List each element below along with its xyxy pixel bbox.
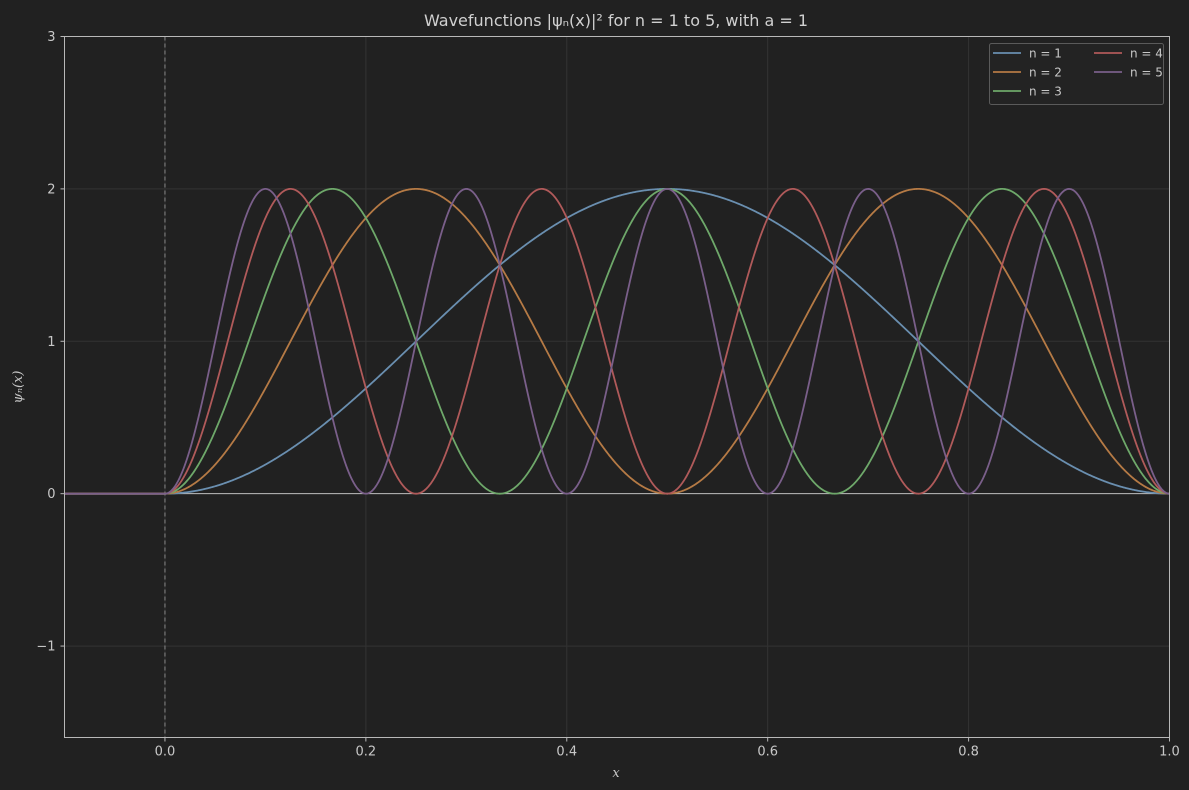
legend-label-n4: n = 4 xyxy=(1130,47,1163,61)
series-line-n2 xyxy=(64,187,1170,495)
legend-label-n1: n = 1 xyxy=(1029,47,1062,61)
x-tick-label: 0.4 xyxy=(556,745,577,760)
x-tick-label: 0.8 xyxy=(958,745,979,760)
y-tick-label: 0 xyxy=(47,487,55,502)
y-axis-label: ψₙ(x) xyxy=(11,371,26,404)
x-tick-label: 0.6 xyxy=(757,745,778,760)
series-line-n4 xyxy=(64,187,1170,495)
x-axis-label: x xyxy=(612,766,620,781)
y-tick-label: 1 xyxy=(47,335,55,350)
legend-label-n2: n = 2 xyxy=(1029,66,1062,80)
y-tick-label: −1 xyxy=(36,640,55,655)
legend-label-n5: n = 5 xyxy=(1130,66,1163,80)
chart-title: Wavefunctions |ψₙ(x)|² for n = 1 to 5, w… xyxy=(424,11,808,30)
x-tick-label: 0.0 xyxy=(155,745,176,760)
series-line-n3 xyxy=(64,187,1170,495)
legend-box xyxy=(989,43,1164,105)
reference-lines xyxy=(64,36,1170,738)
x-tick-label: 1.0 xyxy=(1159,745,1180,760)
tick-layer: 0.0 0.2 0.4 0.6 0.8 1.0 −1 0 1 2 3 xyxy=(36,30,1180,760)
x-tick-label: 0.2 xyxy=(356,745,377,760)
plot-frame xyxy=(64,36,1170,738)
series-layer xyxy=(64,187,1170,495)
y-tick-label: 2 xyxy=(47,182,55,197)
legend: n = 1 n = 2 n = 3 n = 4 n = 5 xyxy=(989,43,1164,105)
legend-label-n3: n = 3 xyxy=(1029,85,1062,99)
y-tick-label: 3 xyxy=(47,30,55,45)
series-line-n1 xyxy=(64,187,1170,495)
series-line-n5 xyxy=(64,187,1170,495)
